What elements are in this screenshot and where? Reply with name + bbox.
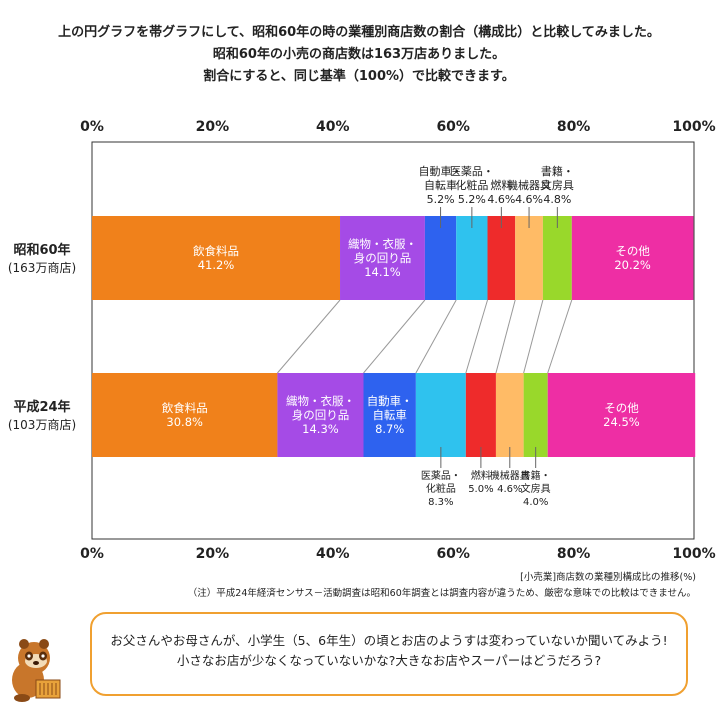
tanuki-mascot-icon <box>6 634 72 704</box>
data-label: 燃料 <box>490 178 512 192</box>
data-label: 4.6% <box>497 484 522 495</box>
bar-segment <box>456 216 488 300</box>
data-label: 14.1% <box>364 265 401 279</box>
bar-segment <box>515 216 543 300</box>
data-label: 自転車 <box>372 408 407 422</box>
data-label: 化粧品 <box>426 482 456 495</box>
category-label: (103万商店) <box>8 417 76 432</box>
bar-segment <box>523 373 548 457</box>
tick-label-bottom: 20% <box>196 546 230 562</box>
connector-line <box>495 299 516 374</box>
chart-caveat-note: （注）平成24年経済センサス－活動調査は昭和60年調査とは調査内容が違うため、厳… <box>187 588 696 599</box>
data-label: 織物・衣服・ <box>348 237 417 251</box>
data-label: 織物・衣服・ <box>286 394 355 408</box>
tick-label-top: 100% <box>672 119 715 135</box>
chart-notes: [小売業]商店数の業種別構成比の推移(%) （注）平成24年経済センサス－活動調… <box>188 570 696 602</box>
data-label: 8.7% <box>375 422 404 436</box>
data-label: 書籍・ <box>541 164 574 178</box>
bar-segment <box>92 373 278 457</box>
bar-segment <box>363 373 416 457</box>
bar-segment <box>571 216 694 300</box>
data-label: 文房具 <box>541 178 574 192</box>
bar-segment <box>424 216 457 300</box>
data-label: 30.8% <box>166 415 203 429</box>
connector-line <box>465 299 488 374</box>
tick-label-top: 80% <box>557 119 591 135</box>
intro-line-1: 上の円グラフを帯グラフにして、昭和60年の時の業種別商店数の割合（構成比）と比較… <box>58 25 660 40</box>
connector-line <box>277 299 341 374</box>
bar-segment <box>465 373 496 457</box>
intro-text: 上の円グラフを帯グラフにして、昭和60年の時の業種別商店数の割合（構成比）と比較… <box>0 22 718 88</box>
connector-line <box>523 299 544 374</box>
stacked-bar-chart: 飲食料品41.2%織物・衣服・身の回り品14.1%自動車・自転車5.2%医薬品・… <box>8 119 716 562</box>
connector-lines <box>277 299 573 374</box>
data-label: 5.2% <box>458 193 486 206</box>
category-labels-group: 昭和60年 (163万商店) 平成24年 (103万商店) <box>8 242 76 432</box>
bar-segment <box>495 373 524 457</box>
bar-segment <box>542 216 572 300</box>
speech-bubble: お父さんやお母さんが、小学生（5、6年生）の頃とお店のようすは変わっていないか聞… <box>90 612 688 696</box>
data-label: 化粧品 <box>455 178 488 192</box>
bar-segment <box>92 216 341 300</box>
data-label: 燃料 <box>471 469 491 482</box>
data-label: 身の回り品 <box>292 408 350 422</box>
plot-frame <box>91 141 695 540</box>
data-label: 自動車・ <box>367 394 413 408</box>
data-label: 機械器具 <box>507 178 551 192</box>
data-label: 書籍・ <box>521 469 551 482</box>
data-label: 4.8% <box>543 193 571 206</box>
tick-label-bottom: 80% <box>557 546 591 562</box>
data-label: 飲食料品 <box>162 401 208 415</box>
bar-segment <box>340 216 425 300</box>
data-label: 8.3% <box>428 497 453 508</box>
connector-line <box>363 299 426 374</box>
intro-line-2: 昭和60年の小売の商店数は163万店ありました。 <box>212 47 506 62</box>
tick-label-top: 20% <box>196 119 230 135</box>
tick-label-top: 40% <box>316 119 350 135</box>
tick-label-top: 60% <box>436 119 470 135</box>
data-label: 20.2% <box>614 258 651 272</box>
bars-group <box>92 216 696 457</box>
data-label: 飲食料品 <box>193 244 239 258</box>
tick-label-bottom: 40% <box>316 546 350 562</box>
data-label: 4.6% <box>487 193 515 206</box>
data-label: 4.6% <box>515 193 543 206</box>
data-label: 自転車 <box>424 178 457 192</box>
data-label: 機械器具 <box>490 469 530 482</box>
data-label: 24.5% <box>603 415 640 429</box>
data-label: その他 <box>604 401 639 415</box>
data-label: その他 <box>615 244 650 258</box>
tick-label-top: 0% <box>80 119 104 135</box>
connector-line <box>547 299 573 374</box>
speech-line-1: お父さんやお母さんが、小学生（5、6年生）の頃とお店のようすは変わっていないか聞… <box>110 633 668 648</box>
connector-line <box>415 299 457 374</box>
data-labels-group: 飲食料品41.2%織物・衣服・身の回り品14.1%自動車・自転車5.2%医薬品・… <box>162 164 651 508</box>
data-label: 5.0% <box>468 484 493 495</box>
tick-labels-group: 0% 0% 20% 20% 40% 40% 60% 60% 80% 80% 100% 100% <box>80 119 716 562</box>
tick-label-bottom: 100% <box>672 546 715 562</box>
data-label: 文房具 <box>521 482 551 495</box>
category-label: 昭和60年 <box>13 242 70 258</box>
data-label: 医薬品・ <box>421 470 461 482</box>
intro-line-3: 割合にすると、同じ基準（100%）で比較できます。 <box>203 69 515 84</box>
data-label: 自動車・ <box>419 164 463 178</box>
bar-segment <box>487 216 516 300</box>
bar-segment <box>277 373 364 457</box>
data-label: 14.3% <box>302 422 339 436</box>
bar-segment <box>547 373 696 457</box>
data-label: 4.0% <box>523 497 548 508</box>
data-label: 身の回り品 <box>354 251 412 265</box>
data-label: 41.2% <box>198 258 235 272</box>
category-label: (163万商店) <box>8 260 76 275</box>
tick-label-bottom: 0% <box>80 546 104 562</box>
bar-segment <box>415 373 466 457</box>
chart-source-note: [小売業]商店数の業種別構成比の推移(%) <box>520 572 696 583</box>
tick-label-bottom: 60% <box>436 546 470 562</box>
category-label: 平成24年 <box>13 399 70 415</box>
data-label: 医薬品・ <box>450 165 494 178</box>
speech-line-2: 小さなお店が少なくなっていないかな?大きなお店やスーパーはどうだろう? <box>176 653 602 668</box>
data-label: 5.2% <box>427 193 455 206</box>
